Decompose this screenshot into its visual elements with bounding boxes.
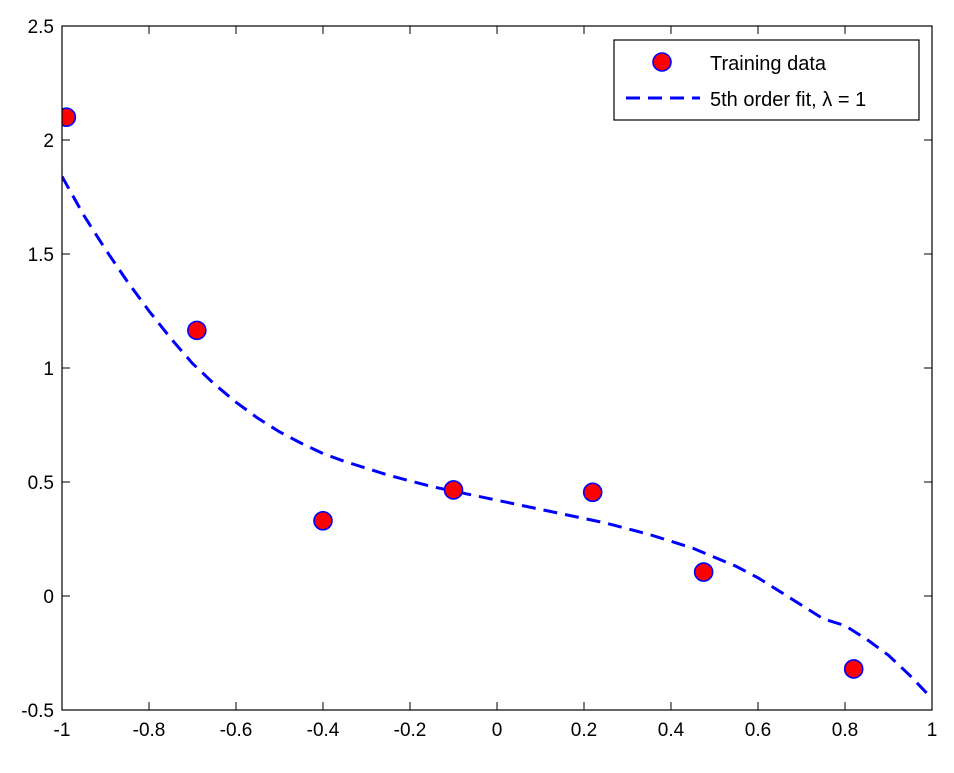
x-tick-label: 0.2 <box>571 720 597 741</box>
x-tick-label: 0.4 <box>658 720 685 741</box>
series-layer <box>62 107 932 700</box>
y-tick-label: -0.5 <box>21 701 54 722</box>
x-tick-label: 0.6 <box>745 720 771 741</box>
training-data-point <box>62 107 77 127</box>
y-tick-label: 1.5 <box>28 245 54 266</box>
x-tick-label: -0.2 <box>394 720 427 741</box>
training-data-point <box>843 659 864 679</box>
x-tick-label: 0.8 <box>832 720 858 741</box>
y-tick-label: 0.5 <box>28 473 54 494</box>
x-tick-label: -0.6 <box>220 720 253 741</box>
legend-label-training-data: Training data <box>710 53 827 75</box>
plot-frame <box>61 25 933 711</box>
legend-marker-training-data <box>652 52 672 72</box>
legend-label-fit: 5th order fit, λ = 1 <box>710 89 866 111</box>
y-tick-label: 0 <box>43 587 54 608</box>
legend: Training data 5th order fit, λ = 1 <box>613 39 920 121</box>
tick-layer: -1 -0.8 -0.6 -0.4 -0.2 0 0.2 0.4 0.6 0.8 1 -0.5 0 0.5… <box>21 17 937 741</box>
y-tick-label: 2.5 <box>28 17 54 38</box>
training-data-point <box>582 482 603 503</box>
training-data-point <box>443 480 464 500</box>
x-tick-label: -1 <box>54 720 71 741</box>
training-data-point <box>187 320 207 341</box>
y-tick-label: 2 <box>43 131 54 152</box>
y-tick-label: 1 <box>43 359 54 380</box>
training-data-point <box>693 562 714 582</box>
x-tick-label: 0 <box>492 720 503 741</box>
training-data-point <box>313 510 333 531</box>
x-tick-label: -0.8 <box>133 720 166 741</box>
fit-line <box>62 175 932 700</box>
x-tick-label: 1 <box>927 720 938 741</box>
x-tick-label: -0.4 <box>307 720 340 741</box>
